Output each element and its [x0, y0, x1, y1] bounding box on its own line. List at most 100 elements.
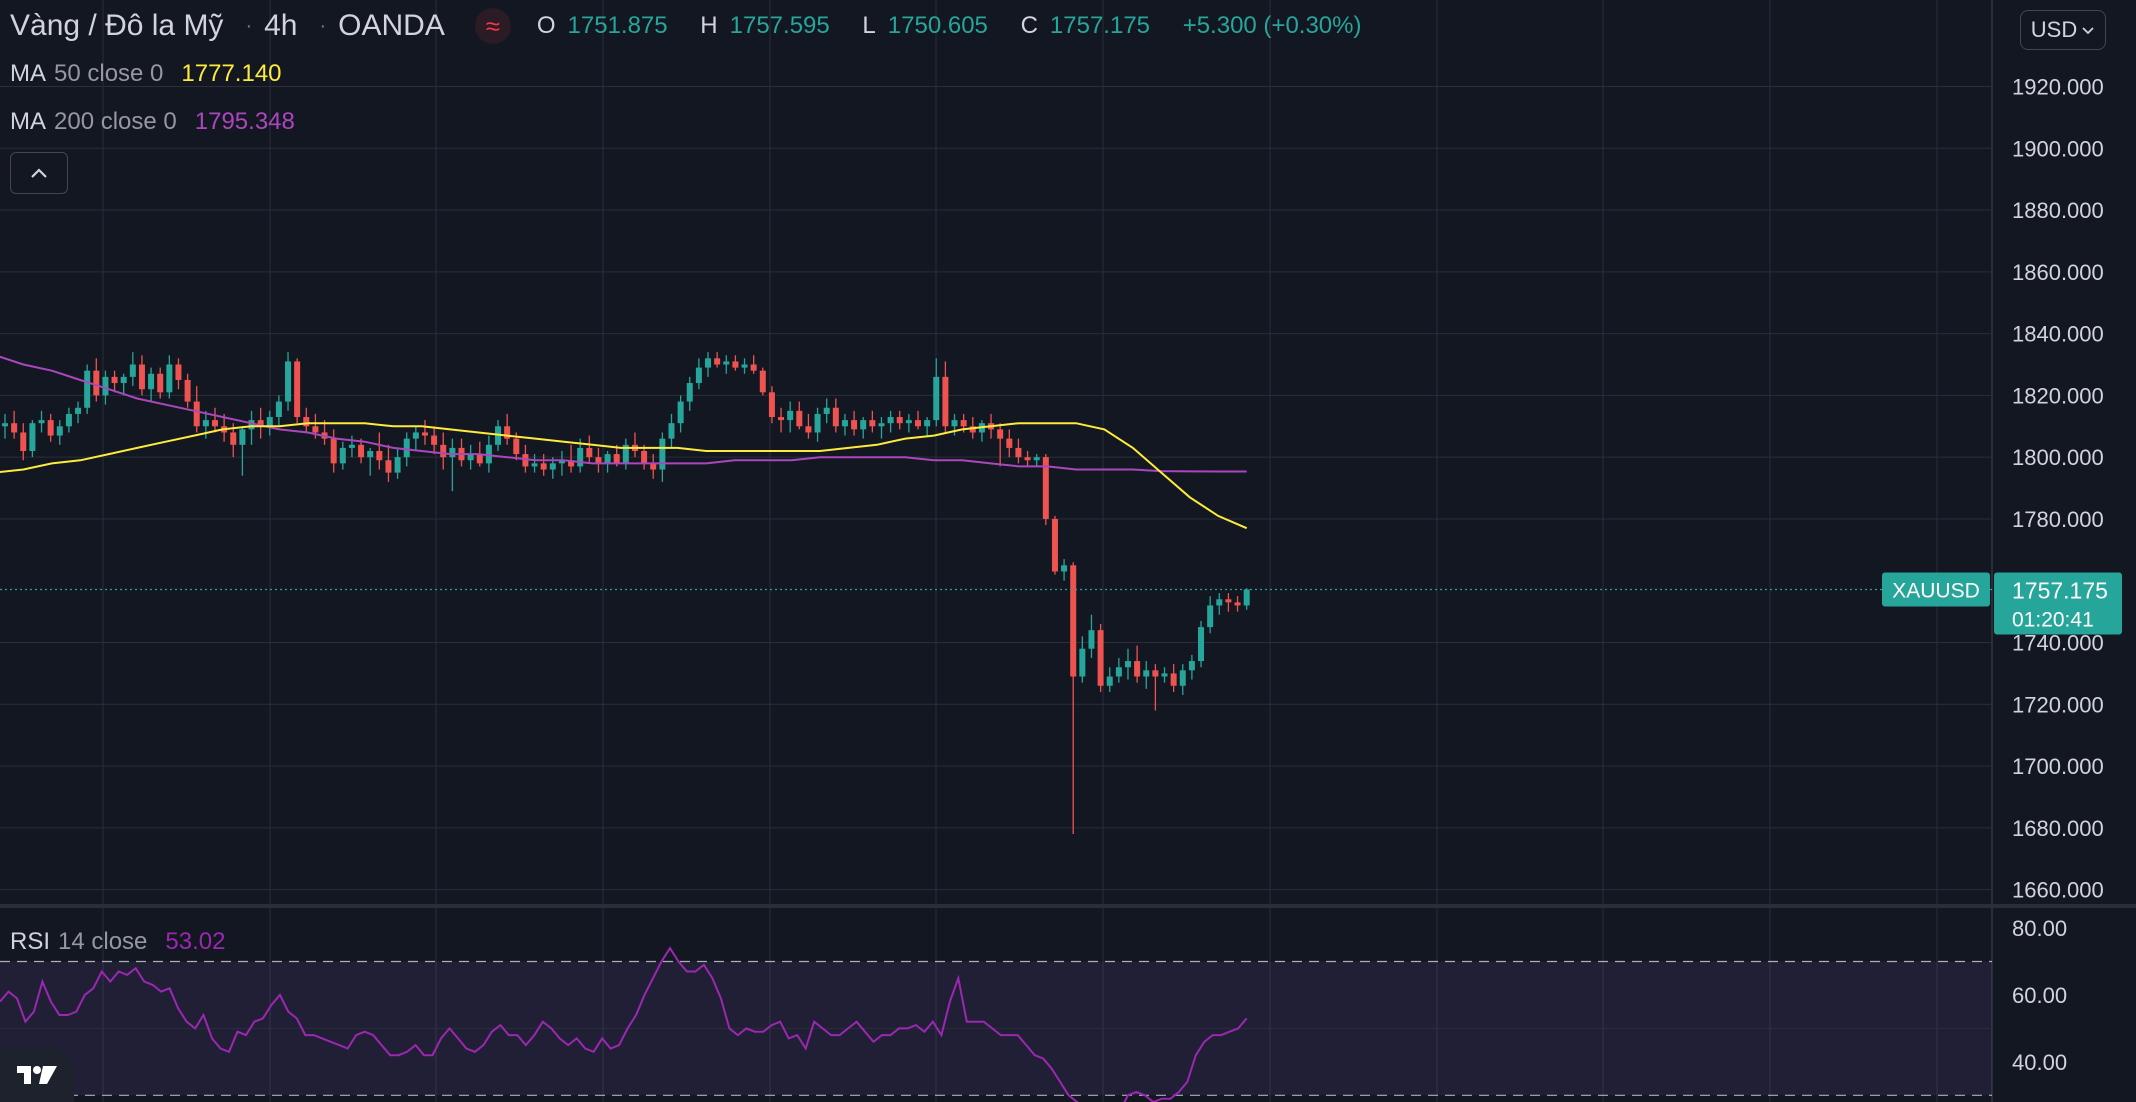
- price-axis-label: 1900.000: [2012, 136, 2104, 161]
- candle-body: [860, 420, 867, 430]
- price-axis-label: 1860.000: [2012, 260, 2104, 285]
- ma50-line: [0, 422, 1248, 530]
- price-axis-label: 1920.000: [2012, 74, 2104, 99]
- exchange-label: OANDA: [338, 9, 445, 42]
- candle-body: [896, 417, 903, 424]
- candle-body: [47, 420, 54, 436]
- candle-body: [851, 420, 858, 430]
- candle-body: [1097, 630, 1104, 686]
- candle-body: [394, 457, 401, 473]
- candle-body: [248, 420, 255, 430]
- price-tag-countdown: 01:20:41: [2012, 608, 2094, 631]
- price-axis-label: 1700.000: [2012, 754, 2104, 779]
- candle-body: [358, 444, 365, 458]
- chevron-down-icon: [2082, 27, 2094, 35]
- candle-body: [513, 438, 520, 455]
- candle-body: [1207, 605, 1214, 628]
- collapse-legend-button[interactable]: [10, 152, 68, 194]
- candle-body: [540, 463, 547, 470]
- candle-body: [933, 376, 940, 421]
- symbol-name[interactable]: Vàng / Đô la Mỹ: [10, 9, 224, 42]
- ma200-line: [0, 355, 1247, 473]
- candle-body: [951, 420, 958, 427]
- price-axis-label: 1800.000: [2012, 445, 2104, 470]
- market-status-icon[interactable]: ≈: [474, 8, 511, 44]
- candle-body: [650, 463, 657, 470]
- candle-body: [768, 392, 775, 418]
- candle-body: [504, 426, 511, 439]
- rsi-axis-label: 40.00: [2012, 1050, 2067, 1075]
- candle-body: [120, 376, 127, 384]
- candle-body: [385, 460, 392, 473]
- candle-body: [485, 444, 492, 464]
- candle-body: [257, 420, 264, 427]
- candle-body: [805, 426, 812, 433]
- candle-body: [1006, 438, 1013, 448]
- currency-selector[interactable]: USD: [2020, 10, 2106, 50]
- candle-body: [549, 463, 556, 470]
- close-value: 1757.175: [1049, 12, 1151, 39]
- candle-body: [440, 444, 447, 458]
- candle-body: [339, 447, 346, 464]
- candle-body: [732, 361, 739, 368]
- price-axis-label: 1820.000: [2012, 383, 2104, 408]
- price-axis-label: 1880.000: [2012, 198, 2104, 223]
- candle-body: [467, 454, 474, 461]
- candle-body: [294, 361, 301, 418]
- candle-body: [129, 364, 136, 377]
- candle-body: [175, 364, 182, 380]
- candle-body: [1134, 661, 1141, 677]
- price-axis-label: 1780.000: [2012, 507, 2104, 532]
- candle-body: [1243, 589, 1250, 606]
- price-axis-label: 1680.000: [2012, 816, 2104, 841]
- ma50-name: MA: [10, 60, 46, 87]
- candle-body: [531, 463, 538, 467]
- candle-body: [577, 447, 584, 467]
- low-label: L: [862, 12, 876, 39]
- candle-body: [403, 438, 410, 458]
- candle-body: [1152, 670, 1159, 677]
- candle-body: [659, 438, 666, 470]
- candle-body: [193, 401, 200, 427]
- ma50-legend[interactable]: MA 50 close 0 1777.140: [10, 60, 282, 88]
- candle-body: [2, 423, 8, 427]
- candle-body: [1051, 518, 1058, 572]
- candle-body: [157, 373, 164, 393]
- close-label: C: [1020, 12, 1038, 39]
- candle-body: [230, 432, 237, 445]
- rsi-legend[interactable]: RSI 14 close 53.02: [10, 928, 225, 956]
- currency-label: USD: [2030, 17, 2078, 42]
- tradingview-logo-icon: [17, 1066, 57, 1084]
- candle-body: [778, 417, 785, 421]
- candle-body: [138, 364, 145, 390]
- price-tag-value: 1757.175: [2012, 577, 2108, 603]
- ohlc-values: O 1751.875 H 1757.595 L 1750.605 C 1757.175 …: [523, 12, 1374, 40]
- interval-label[interactable]: 4h: [264, 9, 298, 42]
- candle-body: [969, 426, 976, 433]
- candle-body: [1216, 599, 1223, 606]
- candle-body: [56, 426, 63, 436]
- candle-body: [1061, 565, 1068, 572]
- candle-body: [111, 376, 118, 384]
- candle-body: [915, 420, 921, 427]
- candle-body: [1015, 447, 1022, 458]
- ma200-legend[interactable]: MA 200 close 0 1795.348: [10, 108, 295, 136]
- candle-body: [878, 423, 885, 427]
- candle-body: [759, 370, 766, 393]
- low-value: 1750.605: [887, 12, 988, 39]
- candle-body: [1042, 457, 1049, 519]
- candle-body: [65, 413, 72, 427]
- candle-body: [29, 423, 36, 451]
- candle-body: [1079, 648, 1086, 677]
- symbol-legend: Vàng / Đô la Mỹ · 4h · OANDA ≈ O 1751.875…: [10, 8, 1385, 44]
- candle-body: [93, 370, 100, 396]
- ma200-value: 1795.348: [194, 108, 295, 135]
- candle-body: [613, 454, 620, 464]
- tradingview-logo[interactable]: [0, 1048, 74, 1102]
- separator-dot: ·: [319, 14, 327, 37]
- candle-body: [1033, 457, 1040, 461]
- candle-body: [787, 410, 794, 421]
- candle-body: [823, 407, 830, 414]
